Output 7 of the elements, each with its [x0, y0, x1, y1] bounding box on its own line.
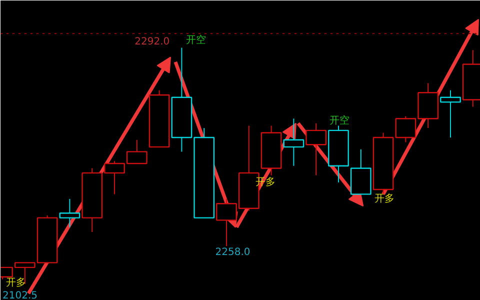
annotation: 开空 — [330, 114, 350, 126]
text: 开空 — [186, 34, 206, 46]
annotation: 开多 — [374, 192, 394, 204]
annotation: 2258.0 — [215, 246, 250, 258]
text: 2292.0 — [134, 36, 170, 48]
text: 2102.5 — [2, 290, 38, 300]
annotation: 开多 — [6, 276, 26, 288]
